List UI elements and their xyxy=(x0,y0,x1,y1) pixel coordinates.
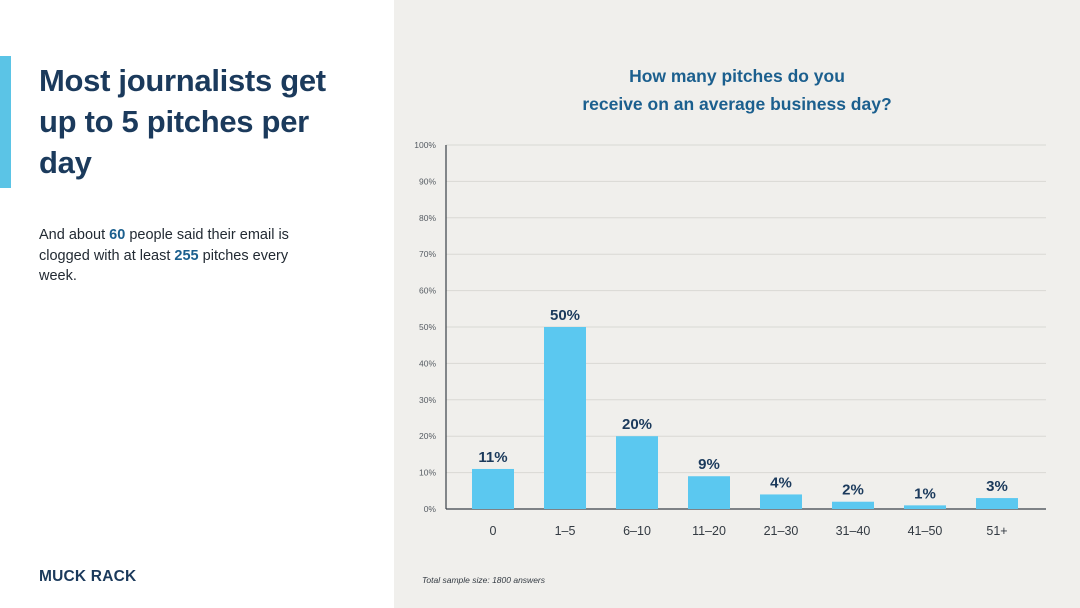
chart-title: How many pitches do you receive on an av… xyxy=(394,62,1080,118)
y-tick-label: 50% xyxy=(419,322,436,332)
bar-1 xyxy=(544,327,586,509)
x-category-label: 6–10 xyxy=(623,524,651,538)
data-label: 11% xyxy=(478,449,507,466)
subtext-part3: pitches every week. xyxy=(39,247,289,285)
bar-chart: 0% 10% 20% 30% 40% 50% 60% 70% 80% 90% 100% 11% 0 50%… xyxy=(414,140,1046,538)
y-tick-label: 40% xyxy=(419,358,436,368)
x-category-label: 31–40 xyxy=(836,524,871,538)
x-category-label: 21–30 xyxy=(764,524,799,538)
data-label: 1% xyxy=(914,485,936,502)
accent-bar xyxy=(0,56,11,188)
chart-panel: How many pitches do you receive on an av… xyxy=(394,0,1080,608)
data-label: 3% xyxy=(986,478,1008,495)
x-category-label: 0 xyxy=(490,524,497,538)
data-label: 9% xyxy=(698,456,720,473)
subtext-part2: people said their email is clogged with … xyxy=(39,227,289,264)
x-category-label: 1–5 xyxy=(555,524,576,538)
bar-5 xyxy=(832,501,874,509)
bar-2 xyxy=(616,436,658,509)
x-category-label: 11–20 xyxy=(692,524,726,538)
y-tick-label: 60% xyxy=(419,286,436,296)
subtext-number-255: 255 xyxy=(174,247,199,264)
y-tick-label: 100% xyxy=(414,140,436,150)
data-label: 50% xyxy=(550,307,580,324)
y-tick-label: 70% xyxy=(419,249,436,259)
subtext-number-60: 60 xyxy=(109,227,126,243)
y-tick-label: 30% xyxy=(419,395,436,405)
left-panel: Most journalists get up to 5 pitches per… xyxy=(0,0,394,608)
y-tick-label: 0% xyxy=(424,504,437,514)
x-category-label: 41–50 xyxy=(908,524,943,538)
muck-rack-logo: MUCK RACK xyxy=(39,568,137,585)
data-label: 20% xyxy=(622,416,652,433)
bar-7 xyxy=(976,498,1018,509)
subtext-part1: And about xyxy=(39,227,110,243)
y-tick-label: 80% xyxy=(419,213,436,223)
headline: Most journalists get up to 5 pitches per… xyxy=(39,63,326,180)
chart-footnote: Total sample size: 1800 answers xyxy=(422,575,546,585)
chart-title-line-2: receive on an average business day? xyxy=(582,94,892,114)
bar-3 xyxy=(688,476,730,509)
chart-title-line-1: How many pitches do you xyxy=(629,66,845,86)
bar-0 xyxy=(472,468,514,509)
bar-4 xyxy=(760,494,802,509)
x-category-label: 51+ xyxy=(986,524,1007,538)
data-label: 2% xyxy=(842,482,864,499)
y-tick-label: 90% xyxy=(419,176,436,186)
bar-6 xyxy=(904,505,946,509)
y-tick-label: 10% xyxy=(419,468,436,478)
subtext: And about 60 people said their email is … xyxy=(39,225,289,287)
y-tick-label: 20% xyxy=(419,431,436,441)
data-label: 4% xyxy=(770,474,792,491)
